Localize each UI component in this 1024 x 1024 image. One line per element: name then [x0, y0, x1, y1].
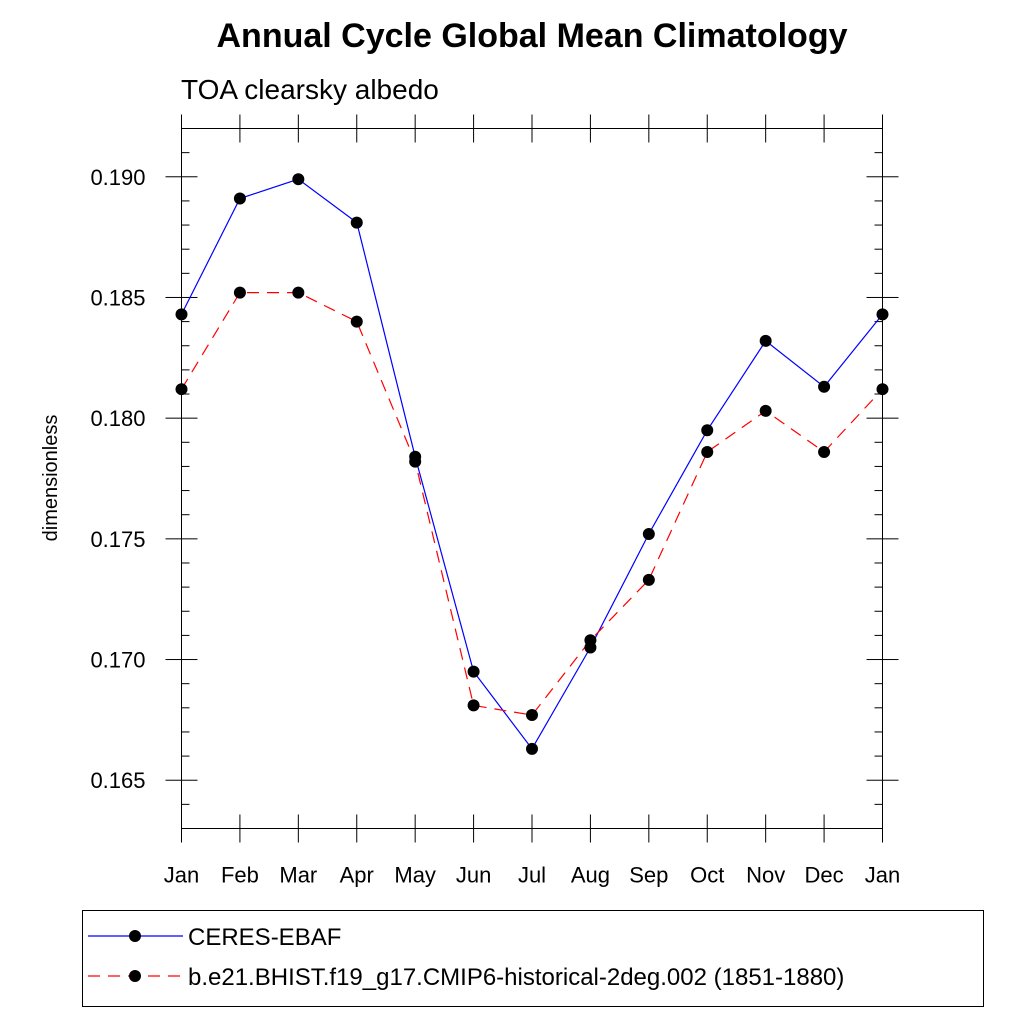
x-tick-label: Aug	[571, 863, 610, 888]
x-tick-label: May	[394, 863, 436, 888]
x-tick-label: Jan	[164, 863, 199, 888]
legend-marker-1	[129, 930, 141, 942]
data-point	[292, 286, 305, 299]
legend-marker-2	[129, 970, 141, 982]
legend-box	[82, 910, 984, 1007]
data-point	[818, 445, 831, 458]
x-tick-label: Apr	[340, 863, 374, 888]
y-tick-label: 0.170	[90, 648, 145, 673]
x-tick-label: Dec	[805, 863, 844, 888]
chart-title: Annual Cycle Global Mean Climatology	[217, 17, 848, 55]
series-markers	[175, 173, 889, 755]
data-point	[759, 404, 772, 417]
data-point	[642, 573, 655, 586]
data-point	[292, 173, 305, 186]
y-tick-label: 0.180	[90, 406, 145, 431]
y-tick-label: 0.190	[90, 165, 145, 190]
y-tick-label: 0.185	[90, 285, 145, 310]
plot-frame	[181, 128, 883, 829]
x-tick-label: Nov	[746, 863, 785, 888]
data-point	[526, 742, 538, 755]
data-point	[759, 334, 772, 347]
x-axis-labels: Jan Feb Mar Apr May Jun Jul Aug Sep Oct Nov Dec Jan	[164, 863, 900, 888]
x-tick-label: Sep	[629, 863, 668, 888]
data-point	[642, 528, 655, 541]
data-point	[467, 699, 480, 712]
data-point	[818, 380, 831, 393]
chart-subtitle: TOA clearsky albedo	[181, 74, 439, 105]
legend-label-2: b.e21.BHIST.f19_g17.CMIP6-historical-2de…	[188, 964, 844, 991]
x-tick-label: Jun	[456, 863, 491, 888]
data-point	[233, 286, 246, 299]
x-tick-label: Feb	[221, 863, 259, 888]
data-point	[233, 192, 246, 205]
legend: CERES-EBAF b.e21.BHIST.f19_g17.CMIP6-hist…	[88, 924, 844, 991]
data-point	[409, 455, 422, 468]
data-point	[526, 709, 538, 722]
data-point	[350, 216, 363, 229]
x-tick-label: Mar	[279, 863, 317, 888]
data-point	[701, 424, 714, 437]
y-tick-label: 0.165	[90, 768, 145, 793]
y-axis-title: dimensionless	[40, 415, 62, 542]
data-point	[701, 445, 714, 458]
x-tick-label: Oct	[690, 863, 724, 888]
legend-label-1: CERES-EBAF	[188, 924, 341, 951]
y-axis-labels: 0.165 0.170 0.175 0.180 0.185 0.190	[90, 165, 145, 793]
y-tick-label: 0.175	[90, 527, 145, 552]
x-tick-label: Jan	[865, 863, 900, 888]
axis-ticks	[165, 114, 899, 843]
data-point	[584, 634, 597, 647]
x-tick-label: Jul	[518, 863, 546, 888]
data-point	[350, 315, 363, 328]
data-point	[467, 665, 480, 678]
